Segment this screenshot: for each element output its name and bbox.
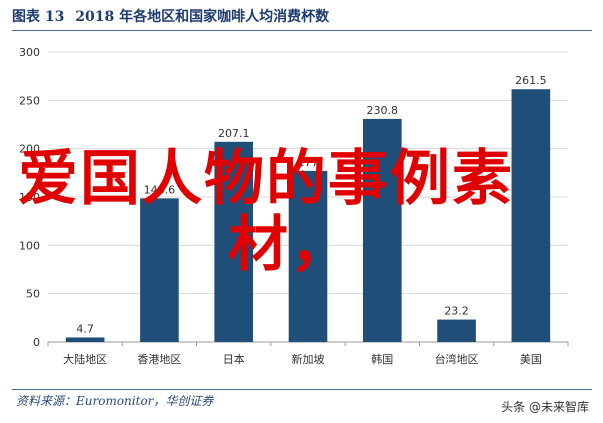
x-tick-label: 日本 [223, 352, 245, 366]
x-tick-label: 大陆地区 [63, 352, 107, 366]
bar [65, 337, 105, 342]
data-label: 261.5 [515, 74, 547, 87]
y-tick-label: 300 [19, 46, 40, 59]
bar [511, 89, 551, 342]
x-tick-label: 香港地区 [137, 353, 181, 366]
bar [288, 170, 328, 342]
bar [140, 198, 179, 342]
figure-label: 图表 13 [12, 9, 65, 25]
overlay-line-2: 材， [228, 210, 352, 280]
chart-title: 2018 年各地区和国家咖啡人均消费杯数 [75, 9, 330, 25]
chart-title-bar: 图表 13 2018 年各地区和国家咖啡人均消费杯数 [12, 6, 592, 32]
data-label: 207.1 [218, 127, 250, 140]
x-tick-label: 台湾地区 [435, 352, 479, 366]
data-label: 230.8 [367, 104, 399, 117]
source-note: 资料来源：Euromonitor，华创证券 [16, 394, 214, 408]
brand-watermark: 头条 @未来智库 [501, 400, 589, 414]
footer-divider [12, 389, 592, 390]
bar [214, 141, 254, 342]
y-tick-label: 150 [19, 191, 40, 204]
data-label: 148.6 [144, 183, 176, 196]
y-tick-label: 250 [19, 94, 40, 107]
overlay-line-1: 爱国人物的事例素 [18, 144, 514, 214]
x-tick-label: 韩国 [371, 352, 393, 366]
x-tick-label: 美国 [520, 353, 542, 366]
y-tick-label: 50 [26, 288, 40, 301]
y-tick-label: 200 [19, 143, 40, 156]
y-tick-label: 0 [33, 336, 40, 349]
y-tick-label: 100 [19, 239, 40, 252]
bar [437, 319, 476, 342]
x-tick-label: 新加坡 [292, 352, 325, 366]
overlay-caption: 爱国人物的事例素 材， [18, 146, 590, 278]
title-divider [12, 30, 592, 31]
data-label: 177 [298, 156, 319, 169]
data-label: 23.2 [444, 305, 469, 318]
bar [362, 118, 402, 342]
data-label: 4.7 [76, 322, 94, 335]
